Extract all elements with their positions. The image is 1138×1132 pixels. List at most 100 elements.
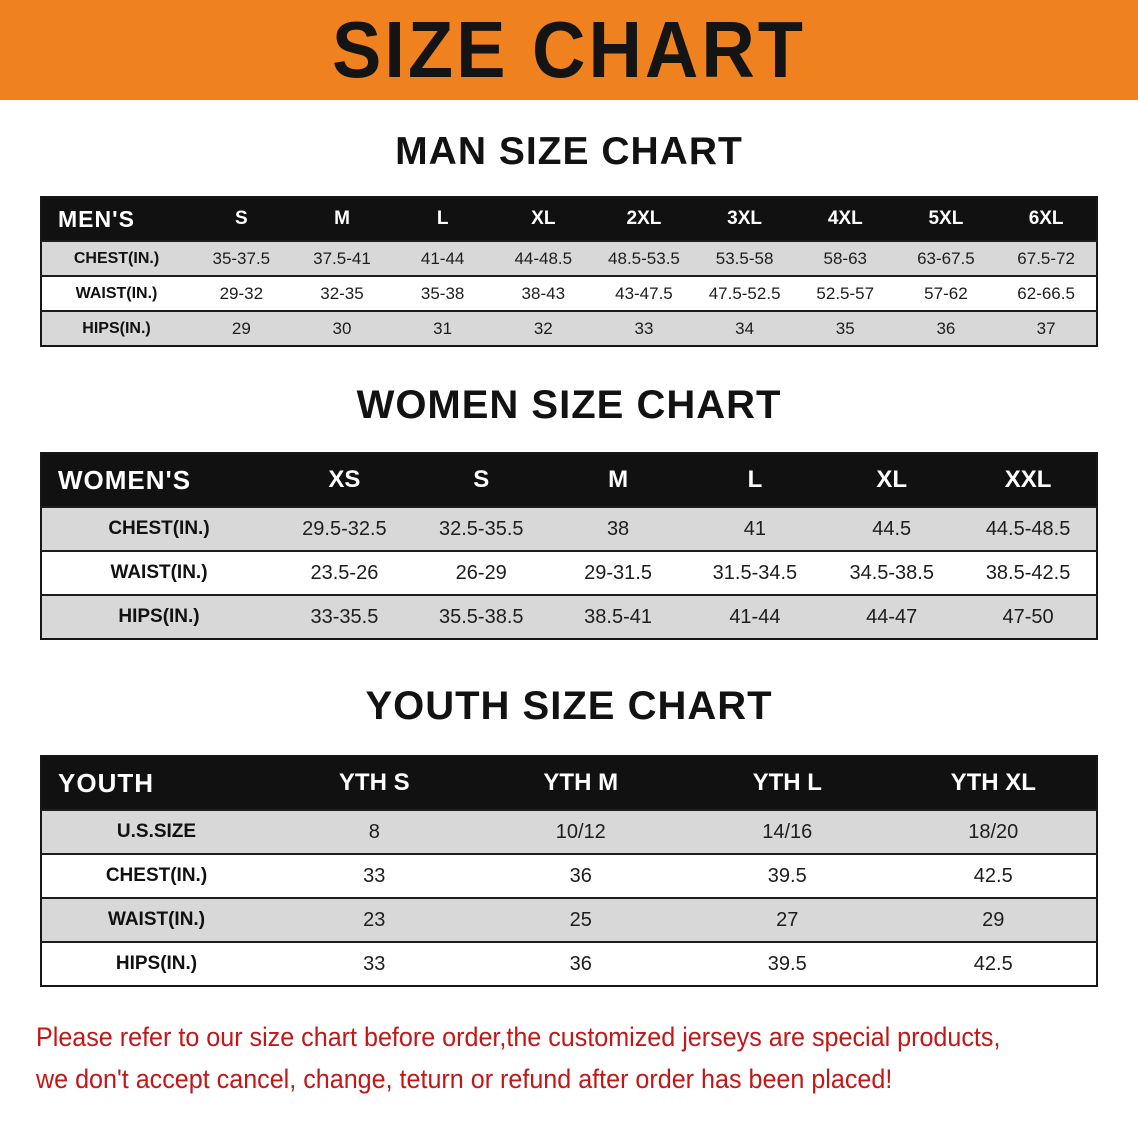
- youth-size-table: YOUTH YTH S YTH M YTH L YTH XL U.S.SIZE 8 10/12…: [40, 755, 1098, 987]
- table-cell: 29: [982, 908, 1005, 931]
- men-size-table: MEN'S S M L XL 2XL 3XL 4XL 5XL 6XL CHEST(IN.) 35-37…: [40, 196, 1098, 347]
- row-label: CHEST(IN.): [105, 865, 208, 886]
- column-header: XL: [876, 466, 908, 493]
- table-row: WAIST(IN.) 23.5-26 26-29 29-31.5 31.5-34.5 34…: [41, 551, 1097, 595]
- table-cell: 41-44: [420, 248, 465, 268]
- table-row: WAIST(IN.) 23 25 27 29: [41, 898, 1097, 942]
- table-cell: 35-37.5: [212, 248, 271, 268]
- row-label: CHEST(IN.): [108, 518, 210, 539]
- column-header: YTH M: [543, 769, 619, 796]
- table-row: CHEST(IN.) 35-37.5 37.5-41 41-44 44-48.5 48.5…: [41, 241, 1097, 276]
- table-cell: 42.5: [973, 952, 1013, 975]
- table-cell: 48.5-53.5: [608, 248, 680, 268]
- table-cell: 37.5-41: [313, 248, 371, 268]
- column-header: 6XL: [1028, 208, 1064, 229]
- column-header: YTH S: [338, 769, 410, 796]
- table-cell: 41: [743, 517, 767, 540]
- table-cell: 39.5: [767, 864, 807, 887]
- women-size-table: WOMEN'S XS S M L XL XXL CHEST(IN.) 29.5-32.5 32.5…: [40, 452, 1098, 640]
- column-header: 2XL: [626, 208, 662, 229]
- men-size-section: MAN SIZE CHART MEN'S S M L XL 2XL 3XL 4XL 5XL 6XL C…: [0, 130, 1138, 347]
- table-row: CHEST(IN.) 29.5-32.5 32.5-35.5 38 41 44.5 44.5…: [41, 507, 1097, 551]
- youth-size-section: YOUTH SIZE CHART YOUTH YTH S YTH M YTH L YTH …: [0, 684, 1138, 987]
- column-header: L: [747, 466, 763, 493]
- row-label: CHEST(IN.): [73, 249, 160, 267]
- table-cell: 44-47: [866, 605, 918, 628]
- column-header: S: [234, 208, 248, 229]
- table-cell: 58-63: [823, 248, 867, 268]
- table-row: WAIST(IN.) 29-32 32-35 35-38 38-43 43-47.5 47.…: [41, 276, 1097, 311]
- note-line-2: we don't accept cancel, change, teturn o…: [36, 1063, 893, 1094]
- table-cell: 14/16: [762, 820, 813, 843]
- row-label: U.S.SIZE: [116, 821, 197, 842]
- table-cell: 44-48.5: [514, 248, 573, 268]
- column-header: S: [473, 466, 490, 493]
- table-header-row: MEN'S S M L XL 2XL 3XL 4XL 5XL 6XL: [41, 197, 1097, 241]
- table-cell: 39.5: [767, 952, 807, 975]
- column-header: XL: [531, 208, 556, 229]
- table-cell: 44.5: [872, 517, 912, 540]
- table-row: CHEST(IN.) 33 36 39.5 42.5: [41, 854, 1097, 898]
- column-header: XS: [328, 466, 361, 493]
- table-cell: 38.5-42.5: [985, 561, 1071, 584]
- table-row: HIPS(IN.) 29 30 31 32 33 34 35 36 37: [41, 311, 1097, 346]
- table-cell: 43-47.5: [615, 283, 673, 303]
- table-row: HIPS(IN.) 33-35.5 35.5-38.5 38.5-41 41-44 44-…: [41, 595, 1097, 639]
- table-cell: 23.5-26: [310, 561, 379, 584]
- table-corner-label: WOMEN'S: [58, 464, 192, 495]
- page-title: SIZE CHART: [332, 4, 806, 95]
- men-section-heading: MAN SIZE CHART: [395, 130, 743, 173]
- table-cell: 47.5-52.5: [708, 283, 781, 303]
- row-label: HIPS(IN.): [115, 953, 198, 974]
- table-cell: 52.5-57: [816, 283, 875, 303]
- table-cell: 25: [569, 908, 592, 931]
- table-header-row: WOMEN'S XS S M L XL XXL: [41, 453, 1097, 507]
- table-cell: 47-50: [1002, 605, 1054, 628]
- table-cell: 35.5-38.5: [438, 605, 524, 628]
- table-cell: 36: [936, 318, 956, 338]
- table-cell: 31.5-34.5: [712, 561, 798, 584]
- table-cell: 33: [363, 952, 386, 975]
- women-section-heading: WOMEN SIZE CHART: [356, 383, 782, 427]
- table-cell: 33: [634, 318, 654, 338]
- footer-note: Please refer to our size chart before or…: [36, 1017, 1138, 1101]
- row-label: WAIST(IN.): [75, 284, 158, 302]
- note-line-1: Please refer to our size chart before or…: [36, 1022, 1001, 1052]
- table-cell: 36: [569, 952, 592, 975]
- table-cell: 44.5-48.5: [985, 517, 1071, 540]
- column-header: XXL: [1004, 466, 1052, 493]
- table-cell: 31: [433, 318, 453, 338]
- table-cell: 34: [735, 318, 755, 338]
- banner: SIZE CHART: [0, 0, 1138, 100]
- column-header: L: [436, 208, 449, 229]
- table-cell: 18/20: [968, 820, 1019, 843]
- table-cell: 35-38: [420, 283, 465, 303]
- table-cell: 57-62: [924, 283, 968, 303]
- column-header: YTH XL: [950, 769, 1036, 796]
- table-row: HIPS(IN.) 33 36 39.5 42.5: [41, 942, 1097, 986]
- table-cell: 29: [231, 318, 251, 338]
- table-header-row: YOUTH YTH S YTH M YTH L YTH XL: [41, 756, 1097, 810]
- table-cell: 26-29: [455, 561, 507, 584]
- table-corner-label: MEN'S: [58, 205, 135, 232]
- table-cell: 35: [835, 318, 855, 338]
- table-cell: 29-32: [219, 283, 264, 303]
- column-header: 5XL: [928, 208, 964, 229]
- table-cell: 32: [533, 318, 553, 338]
- table-cell: 30: [332, 318, 352, 338]
- youth-section-heading: YOUTH SIZE CHART: [365, 684, 773, 728]
- table-cell: 10/12: [555, 820, 606, 843]
- row-label: WAIST(IN.): [107, 909, 206, 930]
- column-header: 4XL: [827, 208, 863, 229]
- table-cell: 53.5-58: [715, 248, 774, 268]
- table-cell: 62-66.5: [1017, 283, 1075, 303]
- table-cell: 33: [363, 864, 386, 887]
- table-cell: 29-31.5: [584, 561, 652, 584]
- table-corner-label: YOUTH: [58, 767, 154, 798]
- table-cell: 8: [368, 820, 380, 843]
- table-cell: 33-35.5: [310, 605, 379, 628]
- table-cell: 67.5-72: [1017, 248, 1075, 268]
- column-header: YTH L: [752, 769, 822, 796]
- table-cell: 27: [776, 908, 799, 931]
